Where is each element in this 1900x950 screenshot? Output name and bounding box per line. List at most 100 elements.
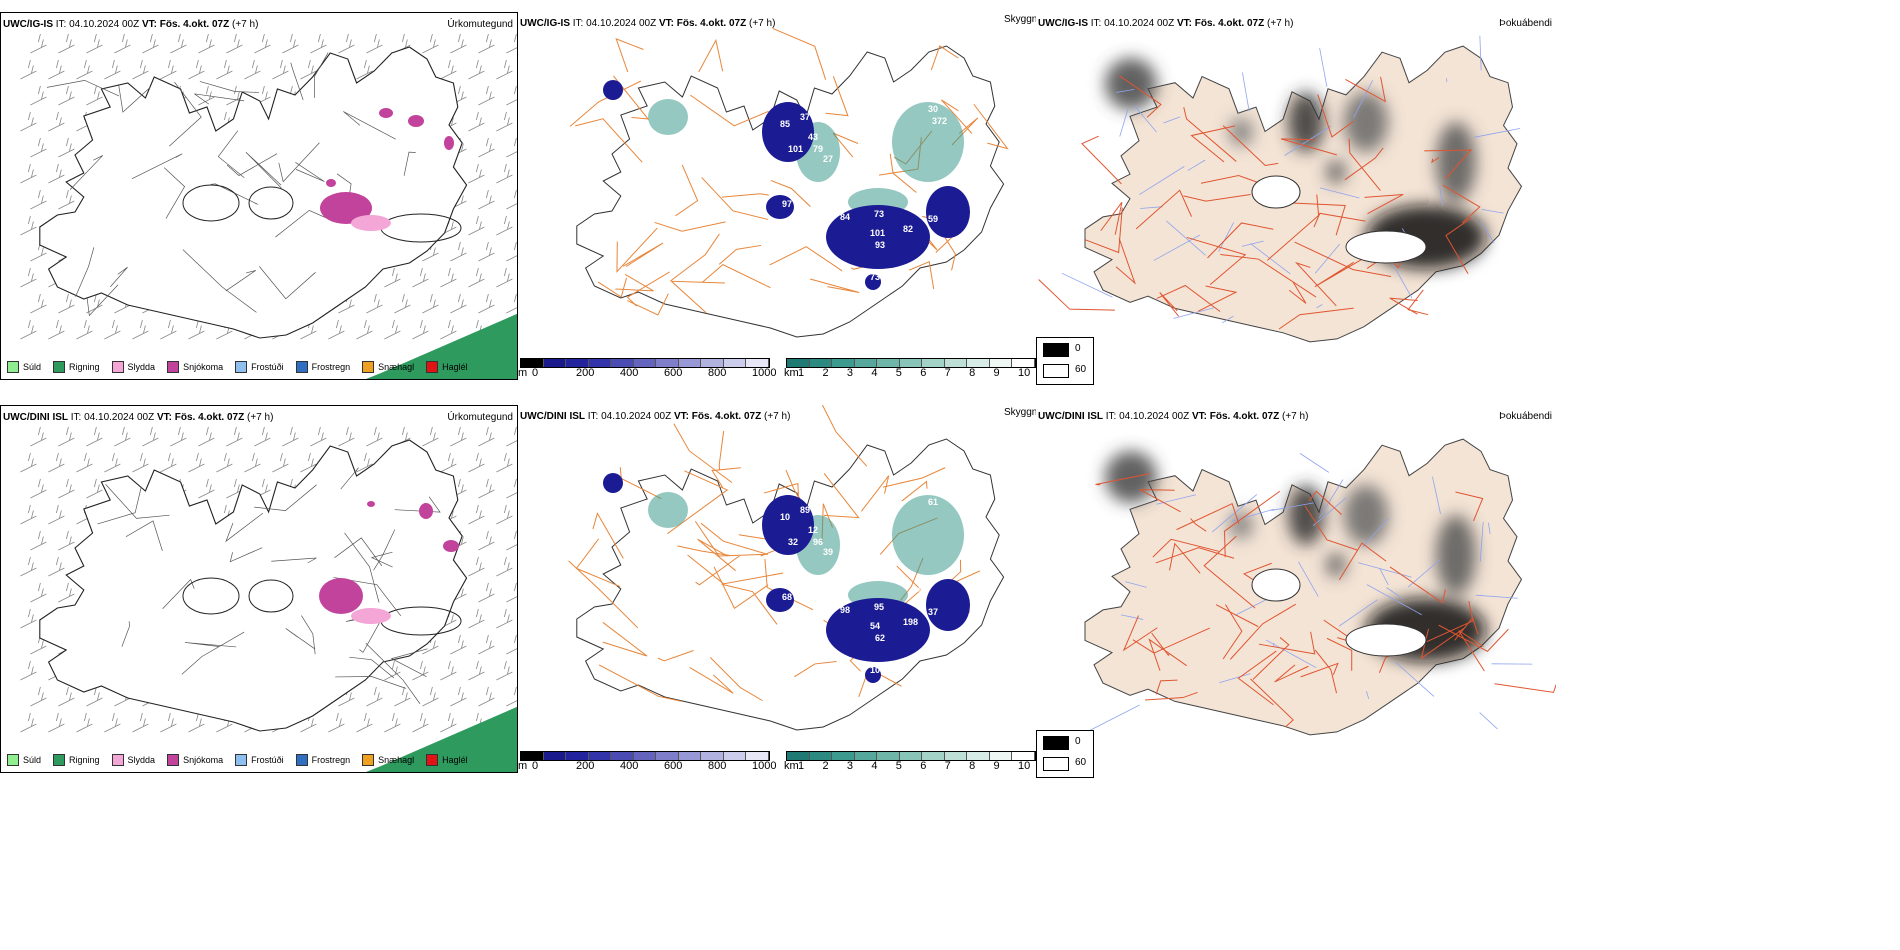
colorbar-tick: 800 xyxy=(708,367,727,379)
panel-label: Skyggni xyxy=(1004,407,1036,418)
colorbar-tick: 400 xyxy=(620,760,639,772)
cloud-panel-top: UWC/IG-IS IT: 04.10.2024 00Z VT: Fös. 4.… xyxy=(518,12,1036,380)
colorbar-tick: 6 xyxy=(920,367,927,379)
legend-swatch xyxy=(111,754,124,766)
legend-item: Haglél xyxy=(426,754,468,766)
legend-label: Frostregn xyxy=(311,755,351,765)
colorbar-strip xyxy=(786,358,1036,368)
legend-swatch xyxy=(362,754,375,766)
panel-title: UWC/IG-IS IT: 04.10.2024 00Z VT: Fös. 4.… xyxy=(1038,18,1294,29)
legend-item: Frostúði xyxy=(235,754,284,766)
fog-map-bottom xyxy=(1084,438,1556,736)
cloud-base-label: 101 xyxy=(870,228,885,238)
colorbar-tick: 6 xyxy=(920,760,927,772)
colorbar-tick: 8 xyxy=(969,367,976,379)
legend-item: Snæhagl xyxy=(362,754,414,766)
legend-label: Snæhagl xyxy=(378,755,415,765)
legend-label: Haglél xyxy=(442,755,468,765)
cloud-base-label: 92 xyxy=(616,457,626,467)
panel-title: UWC/IG-IS IT: 04.10.2024 00Z VT: Fös. 4.… xyxy=(3,19,259,30)
cloud-base-label: 10 xyxy=(870,665,880,675)
colorbar-unit: km xyxy=(784,760,799,772)
legend-label: Snjókoma xyxy=(183,362,224,372)
colorbar-tick: 0 xyxy=(532,760,539,772)
legend-swatch xyxy=(362,361,375,373)
legend-item: Frostúði xyxy=(235,361,284,373)
visibility-colorbar-bottom: km 1 2 3 4 5 6 7 8 9 10 xyxy=(784,751,1036,775)
cloud-base-label: 12 xyxy=(808,525,818,535)
cloud-base-label: 30 xyxy=(928,104,938,114)
precip-type-panel-bottom: UWC/DINI ISL IT: 04.10.2024 00Z VT: Fös.… xyxy=(0,405,518,773)
legend-label: Rigning xyxy=(69,362,100,372)
colorbar-tick: 600 xyxy=(664,760,683,772)
cloud-base-label: 10 xyxy=(616,64,626,74)
colorbar-tick: 200 xyxy=(576,760,595,772)
cloud-base-label: 68 xyxy=(782,592,792,602)
cloud-base-label: 82 xyxy=(903,224,913,234)
colorbar-tick: 8 xyxy=(969,760,976,772)
cloud-base-label: 37 xyxy=(928,607,938,617)
colorbar-unit: km xyxy=(784,367,799,379)
colorbar-strip xyxy=(786,751,1036,761)
fog-panel-top: UWC/IG-IS IT: 04.10.2024 00Z VT: Fös. 4.… xyxy=(1036,12,1556,380)
cloud-base-label: 54 xyxy=(870,621,880,631)
legend-label: Frostúði xyxy=(251,755,284,765)
cloud-base-label: 93 xyxy=(918,585,928,595)
cloud-base-label: 198 xyxy=(903,617,918,627)
legend-label: Frostúði xyxy=(251,362,284,372)
cloud-base-label: 27 xyxy=(823,154,833,164)
cloud-base-label: 89 xyxy=(800,505,810,515)
legend-item: Rigning xyxy=(53,361,100,373)
colorbar-tick: 1000 xyxy=(752,367,777,379)
colorbar-tick: 2 xyxy=(822,760,829,772)
cloud-base-label: 97 xyxy=(782,199,792,209)
legend-item: Súld xyxy=(7,361,41,373)
colorbar-tick: 1 xyxy=(798,367,805,379)
legend-label: Súld xyxy=(23,755,42,765)
legend-swatch xyxy=(7,361,19,373)
legend-label: Rigning xyxy=(69,755,100,765)
colorbar-tick: 800 xyxy=(708,760,727,772)
colorbar-unit: m xyxy=(518,760,528,772)
cloud-base-label: 43 xyxy=(808,132,818,142)
colorbar-tick: 0 xyxy=(532,367,539,379)
legend-swatch xyxy=(295,361,308,373)
legend-swatch xyxy=(7,754,19,766)
cloud-base-label: 61 xyxy=(928,497,938,507)
legend-item: Súld xyxy=(7,754,41,766)
legend-swatch xyxy=(235,361,248,373)
colorbar-tick: 4 xyxy=(871,760,878,772)
cloud-base-label: 73 xyxy=(870,272,880,282)
cloud-base-label: 59 xyxy=(928,214,938,224)
cloud-base-label: 78 xyxy=(858,567,868,577)
cloud-base-label: 93 xyxy=(875,240,885,250)
panel-label: Þokuábendi xyxy=(1499,18,1552,29)
precip-legend: Súld Rigning Slydda Snjókoma Frostúði Frostre… xyxy=(7,361,468,373)
cloud-base-label: 98 xyxy=(840,605,850,615)
colorbar-tick: 9 xyxy=(993,367,1000,379)
colorbar-tick: 1 xyxy=(798,760,805,772)
colorbar-tick: 4 xyxy=(871,367,878,379)
fog-legend-bottom: 0 60 xyxy=(1036,730,1094,778)
precip-type-panel-top: UWC/IG-IS IT: 04.10.2024 00Z VT: Fös. 4.… xyxy=(0,12,518,380)
cloud-base-label: 101 xyxy=(788,144,803,154)
colorbar-tick: 2 xyxy=(822,367,829,379)
fog-legend-top: 0 60 xyxy=(1036,337,1094,385)
cloud-base-label: 85 xyxy=(780,119,790,129)
panel-label: Skyggni xyxy=(1004,14,1036,25)
cloud-base-label: 39 xyxy=(823,547,833,557)
colorbar-tick: 7 xyxy=(944,367,951,379)
cloud-base-label: 96 xyxy=(813,537,823,547)
legend-item: Snæhagl xyxy=(362,361,414,373)
legend-label: Frostregn xyxy=(311,362,351,372)
colorbar-tick: 5 xyxy=(895,760,902,772)
cloud-base-label: 12 xyxy=(858,174,868,184)
legend-label: Haglél xyxy=(442,362,468,372)
legend-swatch xyxy=(235,754,248,766)
colorbar-tick: 1000 xyxy=(752,760,777,772)
cloud-base-label: 71 xyxy=(918,192,928,202)
legend-swatch xyxy=(426,754,439,766)
colorbar-tick: 600 xyxy=(664,367,683,379)
